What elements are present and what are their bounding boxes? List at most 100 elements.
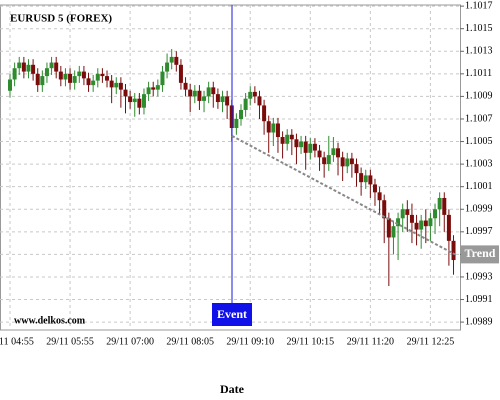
candle-body xyxy=(146,87,151,95)
candle-body xyxy=(289,134,294,140)
candle-body xyxy=(77,71,82,77)
candle-body xyxy=(215,94,220,103)
candle-body xyxy=(17,62,22,69)
event-label: Event xyxy=(217,307,247,321)
candle-body xyxy=(197,90,202,101)
x-tick-label: 29/11 04:55 xyxy=(0,336,34,347)
candle-body xyxy=(349,158,354,165)
y-tick-label: 1.0993 xyxy=(465,271,493,282)
candle-body xyxy=(155,85,160,90)
candle-body xyxy=(160,71,165,86)
candle-body xyxy=(178,64,183,83)
candle-body xyxy=(243,98,248,110)
candle-body xyxy=(35,73,40,86)
event-box xyxy=(212,303,252,326)
candle-body xyxy=(363,175,368,183)
watermark: www.delkos.com xyxy=(14,315,86,326)
candle-body xyxy=(40,76,45,86)
candle-body xyxy=(183,82,188,90)
candle-body xyxy=(419,220,424,230)
y-tick-label: 1.0999 xyxy=(465,204,493,215)
candle-body xyxy=(220,96,225,103)
candle-body xyxy=(345,158,350,167)
candle-body xyxy=(409,214,414,223)
candle-body xyxy=(118,82,123,90)
candle-body xyxy=(428,218,433,227)
candle-body xyxy=(86,78,91,86)
candle-body xyxy=(340,157,345,167)
candle-body xyxy=(68,73,73,83)
candle-body xyxy=(331,148,336,156)
candle-body xyxy=(368,175,373,185)
candle-body xyxy=(266,121,271,133)
candle-body xyxy=(391,226,396,238)
candle-body xyxy=(303,141,308,153)
candle-body xyxy=(252,91,257,97)
y-tick-label: 1.1005 xyxy=(465,136,493,147)
candle-body xyxy=(206,87,211,97)
candle-body xyxy=(442,197,447,215)
candle-body xyxy=(423,220,428,227)
candle-body xyxy=(49,62,54,69)
x-tick-label: 29/11 12:25 xyxy=(407,336,455,347)
candle-body xyxy=(174,56,179,65)
candle-body xyxy=(114,82,119,88)
candle-body xyxy=(100,73,105,77)
candle-body xyxy=(294,139,299,148)
candle-body xyxy=(12,68,17,80)
candle-body xyxy=(234,118,239,129)
y-tick-label: 1.1009 xyxy=(465,91,493,102)
candle-body xyxy=(165,62,170,72)
y-tick-label: 1.1011 xyxy=(465,68,492,79)
candle-body xyxy=(271,123,276,133)
candle-body xyxy=(202,96,207,101)
candle-body xyxy=(137,98,142,108)
candle-body xyxy=(322,157,327,165)
candle-body xyxy=(151,87,156,90)
candle-body xyxy=(280,137,285,144)
candle-body xyxy=(72,76,77,83)
candle-body xyxy=(359,173,364,183)
candle-body xyxy=(386,218,391,238)
candle-body xyxy=(132,98,137,103)
x-tick-label: 29/11 08:05 xyxy=(166,336,214,347)
candle-body xyxy=(354,164,359,174)
y-tick-label: 1.1013 xyxy=(465,46,493,57)
candle-body xyxy=(414,222,419,230)
candle-body xyxy=(188,89,193,97)
candle-body xyxy=(262,105,267,122)
candle-body xyxy=(192,90,197,97)
candle-body xyxy=(169,56,174,63)
x-tick-label: 29/11 05:55 xyxy=(46,336,94,347)
candle-body xyxy=(105,76,110,81)
candle-body xyxy=(128,96,133,103)
candle-body xyxy=(54,62,59,72)
candle-body xyxy=(377,192,382,201)
candle-body xyxy=(336,148,341,158)
candle-body xyxy=(400,209,405,219)
candle-body xyxy=(433,209,438,219)
candle-body xyxy=(405,209,410,215)
plot-frame xyxy=(0,4,461,331)
candle-body xyxy=(225,96,230,106)
candle-body xyxy=(44,68,49,77)
candle-body xyxy=(372,184,377,193)
candle-body xyxy=(211,87,216,95)
candle-body xyxy=(123,89,128,97)
candle-body xyxy=(81,71,86,79)
candle-body xyxy=(91,80,96,86)
trend-line xyxy=(231,135,456,256)
plot-layer: 1.09891.09911.09931.09951.09971.09991.10… xyxy=(0,0,499,347)
candle-body xyxy=(63,73,68,80)
candle-body xyxy=(239,109,243,119)
candle-body xyxy=(382,200,387,219)
candle-body xyxy=(451,240,456,261)
candle-body xyxy=(31,64,36,74)
candle-body xyxy=(248,91,253,99)
y-tick-label: 1.1015 xyxy=(465,23,493,34)
candle-body xyxy=(285,134,290,144)
y-tick-label: 1.0989 xyxy=(465,316,493,327)
x-tick-label: 29/11 09:10 xyxy=(226,336,274,347)
x-axis-label: Date xyxy=(220,382,245,396)
